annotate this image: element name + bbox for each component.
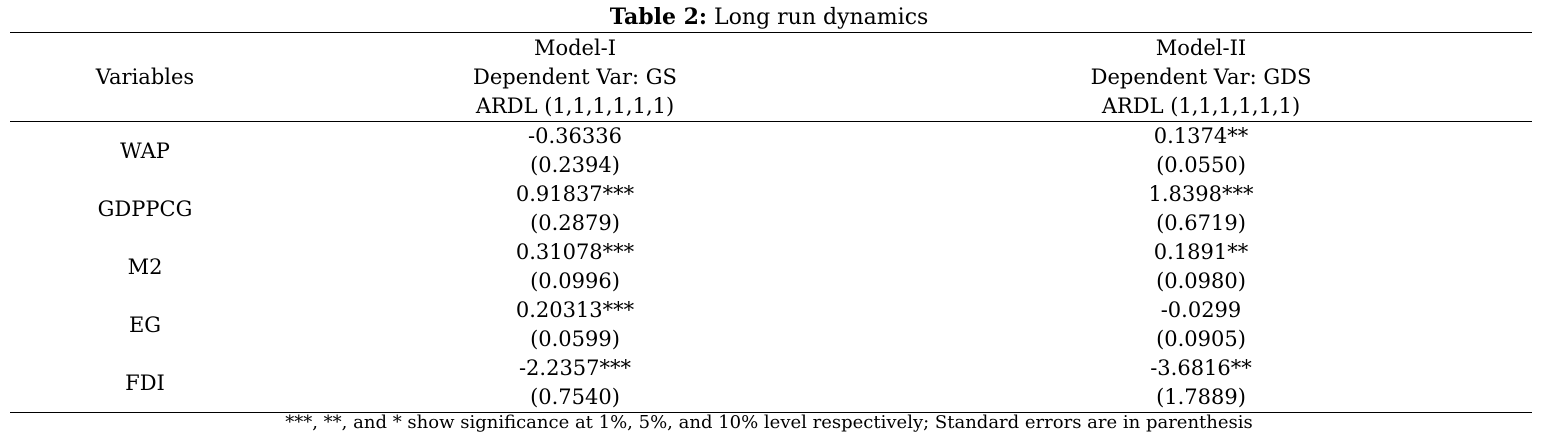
coefficient: -3.6816** — [1150, 356, 1252, 380]
standard-error: (0.0550) — [1156, 153, 1246, 177]
model2-header: Model-II Dependent Var: GDS ARDL (1,1,1,… — [870, 33, 1532, 122]
coefficient: 1.8398*** — [1148, 182, 1254, 206]
table-row: GDPPCG 0.91837*** (0.2879) 1.8398*** (0.… — [10, 180, 1532, 238]
table-row: M2 0.31078*** (0.0996) 0.1891** (0.0980) — [10, 238, 1532, 296]
variable-cell: WAP — [120, 138, 170, 163]
standard-error: (0.7540) — [530, 385, 620, 409]
coefficient: -2.2357*** — [518, 356, 632, 380]
coefficient: 0.20313*** — [515, 298, 635, 322]
model1-cell: 0.31078*** (0.0996) — [280, 238, 870, 296]
model2-cell: 1.8398*** (0.6719) — [870, 180, 1532, 238]
standard-error: (0.6719) — [1156, 211, 1246, 235]
table-caption: Table 2: Long run dynamics — [0, 3, 1538, 32]
coefficient: 0.1891** — [1153, 240, 1249, 264]
variable-cell: GDPPCG — [97, 196, 193, 221]
table-footnote: ***, **, and * show significance at 1%, … — [285, 412, 1253, 433]
model1-cell: 0.91837*** (0.2879) — [280, 180, 870, 238]
standard-error: (0.0599) — [530, 327, 620, 351]
model1-dependent-var: Dependent Var: GS — [473, 65, 677, 89]
variables-header: Variables — [95, 65, 195, 89]
model2-dependent-var: Dependent Var: GDS — [1090, 65, 1312, 89]
coefficient: -0.36336 — [528, 124, 622, 148]
model2-cell: -0.0299 (0.0905) — [870, 296, 1532, 354]
model2-cell: 0.1374** (0.0550) — [870, 122, 1532, 181]
coefficient: 0.31078*** — [515, 240, 635, 264]
table-number: Table 2: — [609, 4, 708, 30]
model2-cell: 0.1891** (0.0980) — [870, 238, 1532, 296]
model2-name: Model-II — [1155, 36, 1247, 60]
standard-error: (0.2879) — [530, 211, 620, 235]
model1-spec: ARDL (1,1,1,1,1,1) — [475, 94, 675, 118]
variable-cell: EG — [128, 312, 162, 337]
variable-cell: M2 — [127, 254, 163, 279]
model2-cell: -3.6816** (1.7889) — [870, 354, 1532, 413]
coefficient: -0.0299 — [1160, 298, 1242, 322]
model1-cell: -2.2357*** (0.7540) — [280, 354, 870, 413]
standard-error: (0.0980) — [1156, 269, 1246, 293]
header-row: Variables Model-I Dependent Var: GS ARDL… — [10, 32, 1532, 122]
coefficient: 0.91837*** — [515, 182, 635, 206]
coefficient: 0.1374** — [1153, 124, 1249, 148]
standard-error: (0.2394) — [530, 153, 620, 177]
standard-error: (0.0905) — [1156, 327, 1246, 351]
model1-cell: 0.20313*** (0.0599) — [280, 296, 870, 354]
table-row: EG 0.20313*** (0.0599) -0.0299 (0.0905) — [10, 296, 1532, 354]
standard-error: (1.7889) — [1156, 385, 1246, 409]
model1-header: Model-I Dependent Var: GS ARDL (1,1,1,1,… — [280, 33, 870, 122]
model1-cell: -0.36336 (0.2394) — [280, 122, 870, 181]
table-row: FDI -2.2357*** (0.7540) -3.6816** (1.788… — [10, 354, 1532, 413]
model2-spec: ARDL (1,1,1,1,1,1) — [1101, 94, 1301, 118]
table-title: Long run dynamics — [714, 5, 929, 30]
long-run-dynamics-table: Variables Model-I Dependent Var: GS ARDL… — [10, 32, 1532, 413]
variable-cell: FDI — [125, 370, 165, 395]
standard-error: (0.0996) — [530, 269, 620, 293]
table-row: WAP -0.36336 (0.2394) 0.1374** (0.0550) — [10, 122, 1532, 181]
model1-name: Model-I — [533, 36, 617, 60]
